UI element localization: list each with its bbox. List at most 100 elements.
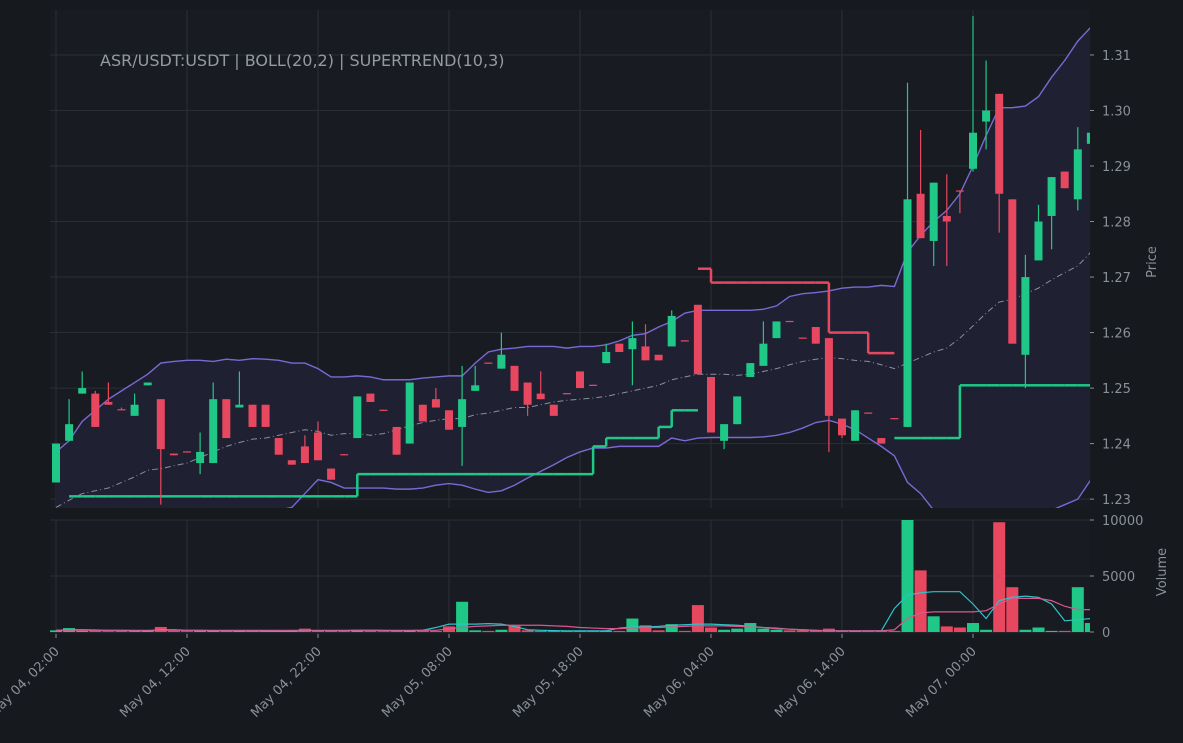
candle-body [942,215,951,222]
candle-body [785,320,794,323]
candle-body [1073,149,1082,200]
candle-body [890,418,899,420]
candle-body [1060,171,1069,189]
candle-body [510,365,519,391]
volume-bar [888,630,901,632]
candle-body [720,424,729,441]
candle-body [576,371,584,389]
candle-body [707,376,715,433]
volume-bar [534,630,547,632]
candle-body [484,362,493,364]
candle-body [851,410,860,441]
volume-bar [927,616,940,632]
x-tick-label: May 04, 02:00 [0,644,63,721]
volume-bar [796,630,809,632]
volume-bar [115,630,128,632]
volume-bar [547,630,560,632]
y-tick-label: 1.30 [1102,104,1131,119]
candle-body [169,453,178,456]
x-tick-label: May 06, 04:00 [641,644,718,721]
volume-bar [652,630,665,632]
x-tick-label: May 05, 08:00 [379,644,456,721]
volume-bar [770,629,783,632]
volume-bar [181,631,193,632]
x-tick-label: May 07, 00:00 [903,644,980,721]
candle-body [641,346,650,361]
volume-bar [207,630,220,632]
candle-body [143,382,152,386]
candle-body [746,363,755,377]
bollinger-line [285,419,1090,508]
volume-bar [469,630,482,632]
candle-body [811,327,820,344]
volume-bar [626,618,639,632]
volume-bar [901,520,914,632]
volume-bar [102,631,115,632]
volume-bar [482,630,495,632]
candle-body [523,382,532,405]
candle-body [602,351,611,364]
candle-body [392,426,401,455]
volume-bar [141,630,154,632]
candle-body [458,399,467,427]
volume-bar [325,630,338,632]
volume-bar [1084,623,1090,632]
candle-body [654,354,663,361]
volume-bar [89,630,102,632]
volume-bar [246,631,259,632]
candle-body [772,321,781,339]
volume-bar [495,629,508,632]
candle-body [78,388,87,394]
volume-ma-line [56,597,1090,632]
candle-body [379,409,388,411]
volume-axis-label: Volume [1155,548,1170,596]
candle-body [838,418,846,436]
candle-body [405,382,414,444]
candle-body [353,396,362,439]
volume-bar [128,631,141,632]
y-tick-label: 1.31 [1102,49,1131,64]
y-tick-label: 1.23 [1102,493,1131,508]
bollinger-line [55,27,1090,453]
candle-body [1047,177,1056,216]
volume-bar [194,630,207,632]
volume-bar [691,605,704,632]
candle-body [1034,221,1043,261]
volume-bar [639,625,652,632]
volume-bar [338,631,351,632]
candle-body [536,393,545,400]
candle-body [1086,132,1090,144]
y-tick-label: 1.29 [1102,160,1131,175]
volume-bar [167,630,180,632]
volume-bar [429,630,442,632]
volume-bar [1019,629,1032,632]
candle-body [340,454,349,456]
candle-body [877,438,886,444]
volume-bar [1032,627,1045,632]
candle-body [549,404,558,416]
candle-body [104,401,113,405]
candle-body [759,343,768,366]
volume-bar [731,628,744,632]
volume-bar [1058,630,1071,632]
x-tick-label: May 06, 14:00 [772,644,849,721]
candle-body [562,393,571,395]
volume-bar [416,630,429,632]
volume-tick-label: 10000 [1102,514,1143,529]
candle-body [903,199,912,427]
candle-body [471,385,480,391]
candle-body [589,384,598,386]
chart-title: ASR/USDT:USDT | BOLL(20,2) | SUPERTREND(… [100,51,505,70]
candle-body [445,410,453,430]
candle-body [693,304,702,375]
x-tick-label: May 05, 18:00 [510,644,587,721]
volume-bar [613,630,626,632]
candle-body [222,399,231,439]
candle-body [314,432,322,461]
candle-body [248,404,257,427]
candle-body [65,424,74,441]
y-tick-label: 1.24 [1102,438,1131,453]
candle-body [327,468,336,480]
candle-body [497,354,506,369]
